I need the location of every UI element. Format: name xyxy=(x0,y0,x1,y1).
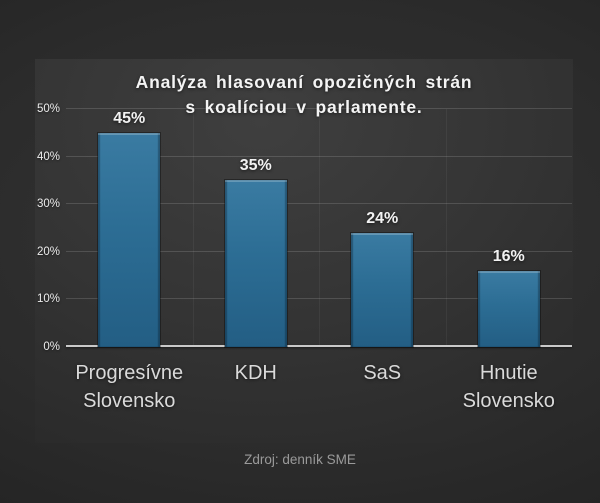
bar-column: 45% xyxy=(66,109,193,347)
gridline xyxy=(66,203,572,205)
x-axis-line xyxy=(66,345,572,347)
vertical-gridline xyxy=(445,109,447,345)
chart-title-line-1: Analýza hlasovaní opozičných strán xyxy=(135,72,473,92)
category-label-line: Slovensko xyxy=(83,390,176,412)
source-caption: Zdroj: denník SME xyxy=(244,452,356,467)
y-tick-label: 0% xyxy=(43,341,60,353)
chart-title-line-2: s koalíciou v parlamente. xyxy=(185,97,423,117)
vertical-gridline xyxy=(192,109,194,345)
y-tick-label: 10% xyxy=(36,293,60,306)
category-label: SaS xyxy=(319,359,446,415)
chart-panel: Analýza hlasovaní opozičných strán s koa… xyxy=(35,59,573,443)
y-tick-label: 30% xyxy=(36,198,60,211)
bar xyxy=(351,232,414,347)
category-label-line: KDH xyxy=(234,362,277,384)
bar xyxy=(477,270,540,347)
category-label-line: Slovensko xyxy=(462,390,555,412)
bar xyxy=(224,180,287,347)
category-axis: Progresívne Slovensko KDH SaS Hnutie Slovensk… xyxy=(66,359,572,415)
vertical-gridline xyxy=(319,109,320,345)
category-label-line: Hnutie xyxy=(479,362,538,384)
gridline xyxy=(66,155,572,157)
category-label: Hnutie Slovensko xyxy=(446,359,573,415)
bar-value-label: 16% xyxy=(492,247,525,265)
chart-title: Analýza hlasovaní opozičných strán s koa… xyxy=(35,70,573,120)
gridline xyxy=(66,250,572,252)
bar-value-label: 45% xyxy=(113,109,146,127)
gridline xyxy=(66,108,572,109)
bars-row: 45% 35% 24% 16% xyxy=(66,109,572,347)
y-tick-label: 20% xyxy=(36,245,60,258)
category-label: KDH xyxy=(193,359,320,415)
y-tick-label: 50% xyxy=(36,103,60,115)
category-label-line: SaS xyxy=(363,362,402,384)
bar-column: 24% xyxy=(319,109,446,347)
bar-column: 35% xyxy=(193,109,320,347)
y-tick-label: 40% xyxy=(36,150,60,163)
category-label-line: Progresívne xyxy=(75,362,184,384)
bar-column: 16% xyxy=(446,109,573,347)
bar-value-label: 24% xyxy=(366,209,399,227)
bar xyxy=(98,132,161,347)
gridline xyxy=(66,298,572,300)
plot-area: 0% 10% 20% 30% 40% 50% 45% 35% 24% 16% xyxy=(37,103,572,353)
category-label: Progresívne Slovensko xyxy=(66,359,193,415)
bar-value-label: 35% xyxy=(239,157,272,175)
